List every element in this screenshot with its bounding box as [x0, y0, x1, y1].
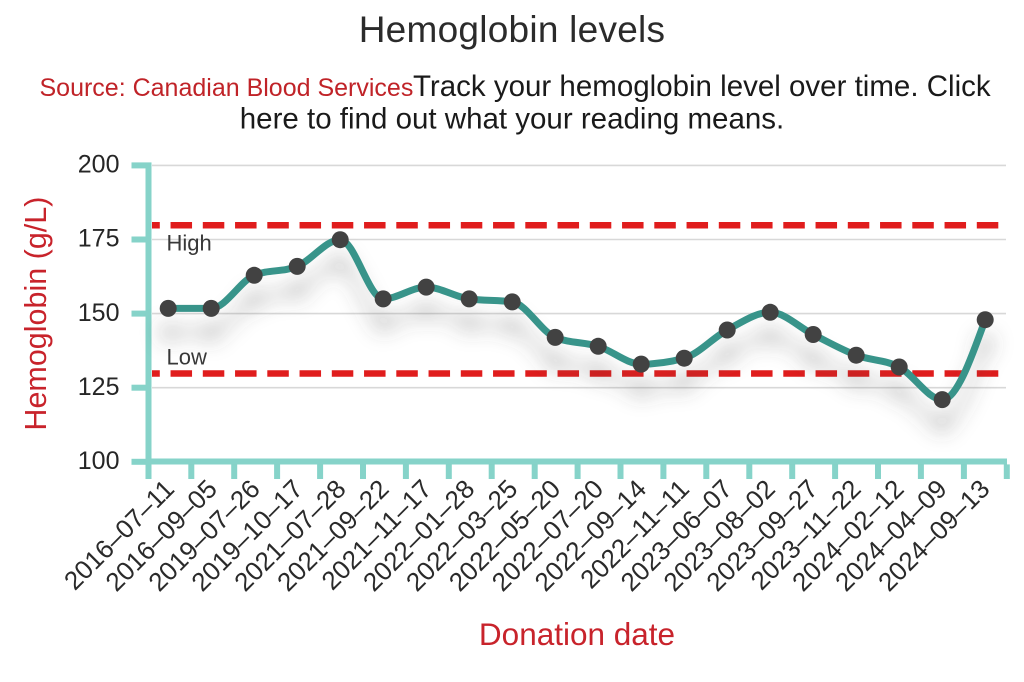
svg-text:Hemoglobin levels: Hemoglobin levels — [359, 9, 666, 50]
svg-text:High: High — [167, 231, 212, 256]
svg-text:Hemoglobin (g/L): Hemoglobin (g/L) — [19, 197, 53, 431]
svg-text:Donation date: Donation date — [479, 616, 675, 652]
svg-text:200: 200 — [78, 151, 120, 179]
svg-text:Low: Low — [167, 345, 207, 370]
svg-text:Source: Canadian Blood Service: Source: Canadian Blood Services — [40, 74, 414, 102]
svg-text:150: 150 — [78, 299, 120, 327]
svg-text:Track your hemoglobin level ov: Track your hemoglobin level over time. C… — [413, 70, 991, 103]
svg-text:175: 175 — [78, 225, 120, 253]
svg-text:100: 100 — [78, 447, 120, 475]
svg-text:here to find out what your rea: here to find out what your reading means… — [240, 103, 784, 136]
svg-text:125: 125 — [78, 373, 120, 401]
